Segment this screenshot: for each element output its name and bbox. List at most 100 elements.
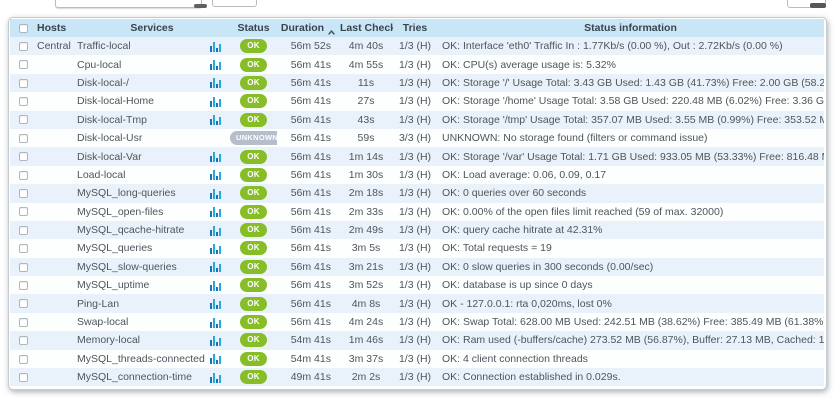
service-link[interactable]: MySQL_queries: [77, 242, 153, 255]
bar-chart-icon[interactable]: [210, 77, 221, 89]
status-information: OK: Total requests = 19: [437, 239, 824, 258]
status-badge: OK: [240, 315, 267, 330]
duration-value: 56m 41s: [277, 128, 339, 148]
status-information: OK: Connection established in 0.029s.: [437, 368, 824, 387]
service-link[interactable]: Memory-local: [77, 334, 141, 347]
service-link[interactable]: Ping-Lan: [77, 297, 120, 310]
bar-chart-icon[interactable]: [210, 280, 221, 291]
status-information: OK: Storage '/' Usage Total: 3.43 GB Use…: [437, 73, 824, 93]
filter-select-partial[interactable]: [212, 0, 257, 7]
service-link[interactable]: Traffic-local: [77, 40, 131, 53]
row-checkbox[interactable]: [18, 372, 28, 382]
row-checkbox[interactable]: [18, 280, 28, 290]
bar-chart-icon[interactable]: [210, 96, 221, 107]
bar-chart-icon[interactable]: [210, 298, 221, 310]
row-checkbox[interactable]: [18, 336, 28, 346]
service-link[interactable]: Disk-local-/: [77, 76, 129, 89]
select-all-checkbox[interactable]: [18, 23, 28, 33]
row-checkbox[interactable]: [18, 189, 28, 199]
status-information: OK: Storage '/var' Usage Total: 1.71 GB …: [437, 147, 824, 166]
service-link[interactable]: MySQL_open-files: [77, 205, 164, 218]
bar-chart-icon[interactable]: [210, 188, 221, 199]
bar-chart-icon[interactable]: [210, 317, 221, 328]
service-link[interactable]: MySQL_threads-connected: [77, 352, 205, 365]
last-check-value: 3m 37s: [339, 349, 393, 369]
pagination-control-handle[interactable]: [810, 3, 826, 8]
status-badge: OK: [240, 223, 267, 238]
filter-input-partial[interactable]: [55, 0, 202, 8]
status-badge: OK: [240, 112, 267, 127]
tries-value: 1/3 (H): [393, 220, 437, 240]
row-checkbox[interactable]: [18, 97, 28, 107]
bar-chart-icon[interactable]: [210, 169, 221, 181]
row-checkbox[interactable]: [18, 262, 28, 272]
last-check-value: 3m 52s: [339, 276, 393, 295]
row-checkbox[interactable]: [18, 133, 28, 143]
service-link[interactable]: Disk-local-Home: [77, 95, 155, 108]
row-checkbox[interactable]: [18, 152, 28, 162]
bar-chart-icon[interactable]: [210, 335, 221, 346]
row-checkbox[interactable]: [18, 115, 28, 125]
column-header-status[interactable]: Status: [230, 19, 277, 37]
service-link[interactable]: Disk-local-Tmp: [77, 113, 148, 126]
column-header-status-information[interactable]: Status information: [437, 19, 824, 37]
duration-value: 56m 52s: [277, 37, 339, 56]
column-header-tries[interactable]: Tries: [393, 19, 437, 37]
last-check-value: 3m 21s: [339, 257, 393, 277]
service-link[interactable]: MySQL_qcache-hitrate: [77, 224, 185, 237]
column-header-last-check[interactable]: Last Check: [339, 19, 393, 37]
table-row: MySQL_threads-connected OK 54m 41s 3m 37…: [10, 349, 824, 369]
bar-chart-icon[interactable]: [210, 225, 221, 236]
duration-value: 56m 41s: [277, 276, 339, 295]
column-header-services[interactable]: Services: [74, 19, 230, 37]
row-checkbox[interactable]: [18, 317, 28, 327]
bar-chart-icon[interactable]: [210, 243, 221, 254]
service-link[interactable]: Disk-local-Var: [77, 150, 142, 163]
service-link[interactable]: Swap-local: [77, 316, 129, 329]
last-check-value: 27s: [339, 92, 393, 111]
status-information: OK: database is up since 0 days: [437, 276, 824, 295]
row-checkbox[interactable]: [18, 225, 28, 235]
status-information: OK: 0 queries over 60 seconds: [437, 184, 824, 203]
row-checkbox[interactable]: [18, 244, 28, 254]
service-link[interactable]: MySQL_uptime: [77, 279, 150, 292]
bar-chart-icon[interactable]: [210, 353, 221, 365]
row-checkbox[interactable]: [18, 299, 28, 309]
row-checkbox[interactable]: [18, 78, 28, 88]
tries-value: 1/3 (H): [393, 92, 437, 111]
row-checkbox[interactable]: [18, 354, 28, 364]
bar-chart-icon[interactable]: [210, 59, 221, 71]
bar-chart-icon[interactable]: [210, 206, 221, 218]
bar-chart-icon[interactable]: [210, 41, 221, 52]
duration-value: 56m 41s: [277, 202, 339, 221]
tries-value: 1/3 (H): [393, 368, 437, 387]
bar-chart-icon[interactable]: [210, 261, 221, 273]
host-label: Central: [37, 40, 71, 53]
row-checkbox[interactable]: [18, 207, 28, 217]
status-information: OK: Interface 'eth0' Traffic In : 1.77Kb…: [437, 37, 824, 56]
column-header-duration[interactable]: Duration: [277, 19, 339, 37]
status-badge: OK: [240, 351, 267, 366]
service-link[interactable]: MySQL_slow-queries: [77, 260, 177, 273]
table-row: MySQL_uptime OK 56m 41s 3m 52s 1/3 (H) O…: [10, 276, 824, 295]
row-checkbox[interactable]: [18, 41, 28, 51]
bar-chart-icon[interactable]: [210, 114, 221, 126]
tries-value: 1/3 (H): [393, 165, 437, 185]
column-header-hosts[interactable]: Hosts: [32, 19, 74, 37]
status-information: OK: 0 slow queries in 300 seconds (0.00/…: [437, 257, 824, 277]
service-link[interactable]: Disk-local-Usr: [77, 132, 143, 145]
filter-input-handle[interactable]: [194, 4, 207, 8]
service-link[interactable]: Load-local: [77, 168, 126, 181]
bar-chart-icon[interactable]: [210, 151, 221, 163]
row-checkbox[interactable]: [18, 60, 28, 70]
service-link[interactable]: MySQL_connection-time: [77, 371, 192, 384]
last-check-value: 1m 14s: [339, 147, 393, 166]
last-check-value: 4m 8s: [339, 294, 393, 313]
last-check-value: 59s: [339, 128, 393, 148]
service-link[interactable]: MySQL_long-queries: [77, 187, 176, 200]
tries-value: 1/3 (H): [393, 55, 437, 74]
service-link[interactable]: Cpu-local: [77, 58, 122, 71]
row-checkbox[interactable]: [18, 170, 28, 180]
last-check-value: 2m 33s: [339, 202, 393, 221]
bar-chart-icon[interactable]: [210, 372, 221, 383]
